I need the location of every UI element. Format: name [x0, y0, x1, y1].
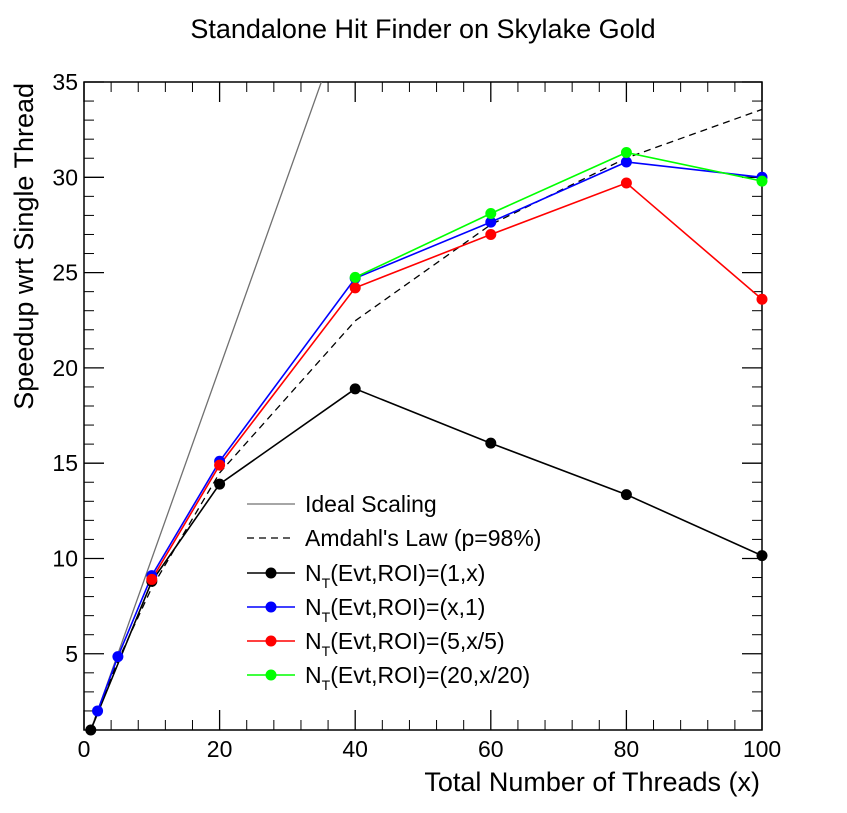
series-20-x20-point [349, 271, 361, 283]
legend-label-rest: (Evt,ROI)=(20,x/20) [330, 662, 530, 688]
x-tick-label: 100 [743, 736, 781, 762]
y-tick-label: 5 [65, 641, 78, 667]
legend-label-subscript: T [322, 575, 331, 591]
series-5-x5-point [620, 177, 632, 189]
series-x-1-point [112, 651, 124, 663]
series-x-1-line [96, 161, 762, 712]
chart-title: Standalone Hit Finder on Skylake Gold [190, 14, 655, 44]
series-1-x-point [756, 550, 768, 562]
legend-label-rest: (Evt,ROI)=(1,x) [330, 560, 485, 586]
axis-ticks [83, 81, 763, 730]
legend-marker-series-5-x5 [265, 635, 277, 647]
tick-labels: 0 20 40 60 80 100 5 10 15 20 25 30 35 [52, 69, 781, 762]
legend-label-rest: (Evt,ROI)=(x,1) [330, 594, 485, 620]
series-20-x20-line [354, 151, 762, 279]
series-1-x-point [485, 437, 497, 449]
series-5-x5-line [151, 182, 762, 580]
series-1-x-point [214, 478, 226, 490]
series-20-x20-point [485, 208, 497, 220]
y-tick-label: 35 [52, 69, 78, 95]
series-x-1-point [92, 705, 104, 717]
legend-label-subscript: T [322, 609, 331, 625]
legend-label-subscript: T [322, 643, 331, 659]
series-x-1-point [620, 156, 632, 168]
y-tick-label: 25 [52, 260, 78, 286]
series-1-x-point [85, 724, 97, 736]
series-1-x-point [620, 489, 632, 501]
legend-marker-series-x-1 [265, 601, 277, 613]
x-tick-label: 40 [342, 736, 368, 762]
legend-marker-series-20-x20 [265, 669, 277, 681]
legend-label-main: N [305, 560, 322, 586]
legend-label-subscript: T [322, 677, 331, 693]
series-5-x5-point [485, 228, 497, 240]
legend-label-main: N [305, 628, 322, 654]
series-1-x-point [349, 383, 361, 395]
x-tick-label: 0 [78, 736, 91, 762]
y-tick-label: 15 [52, 450, 78, 476]
x-tick-label: 80 [614, 736, 640, 762]
legend-label-series-x-1: NT(Evt,ROI)=(x,1) [305, 594, 485, 625]
series-20-x20-point [620, 147, 632, 159]
series-5-x5-point [756, 293, 768, 305]
legend-label-rest: (Evt,ROI)=(5,x/5) [330, 628, 504, 654]
series-x-1-point [485, 216, 497, 228]
legend-label-series-5-x5: NT(Evt,ROI)=(5,x/5) [305, 628, 505, 659]
legend-marker-series-1-x [265, 567, 277, 579]
x-tick-label: 60 [478, 736, 504, 762]
series-5-x5-point [146, 573, 158, 585]
y-tick-label: 10 [52, 545, 78, 571]
legend-label-series-1-x: NT(Evt,ROI)=(1,x) [305, 560, 485, 591]
y-tick-label: 20 [52, 355, 78, 381]
plot-markers [85, 147, 768, 736]
legend-label-main: N [305, 662, 322, 688]
series-5-x5-point [349, 282, 361, 294]
x-axis-label: Total Number of Threads (x) [424, 767, 760, 797]
x-tick-label: 20 [207, 736, 233, 762]
legend-label-ideal: Ideal Scaling [305, 491, 437, 517]
y-tick-label: 30 [52, 164, 78, 190]
y-axis-label: Speedup wrt Single Thread [9, 83, 39, 410]
legend-label-series-20-x20: NT(Evt,ROI)=(20,x/20) [305, 662, 530, 693]
legend-label-amdahl: Amdahl's Law (p=98%) [305, 525, 541, 551]
ideal-scaling-line [90, 82, 323, 730]
legend-label-main: N [305, 594, 322, 620]
series-5-x5-point [214, 459, 226, 471]
series-20-x20-point [756, 175, 768, 187]
